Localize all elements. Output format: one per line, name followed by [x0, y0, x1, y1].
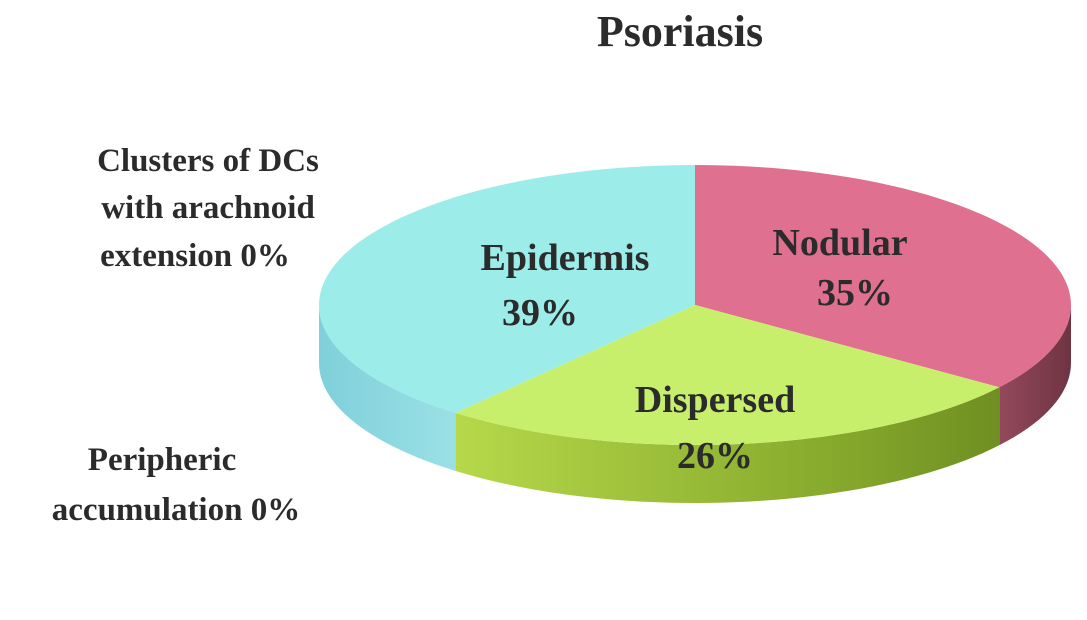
zero-label-peripheric-line1: Peripheric: [88, 442, 236, 478]
zero-label-clusters-line2: with arachnoid: [101, 190, 315, 226]
pie-slice-epidermis: [319, 165, 695, 413]
pie-side-layer: [319, 305, 1071, 503]
pie-side-epidermis: [319, 305, 456, 471]
pie-side-dispersed: [455, 387, 1000, 503]
pie-slice-nodular: [695, 165, 1071, 388]
pie-side-nodular: [999, 305, 1071, 446]
zero-label-clusters-line1: Clusters of DCs: [97, 143, 319, 179]
slice-value-dispersed: 26%: [677, 435, 753, 477]
slice-value-epidermis: 39%: [502, 292, 578, 334]
zero-label-peripheric-line2: accumulation 0%: [52, 492, 300, 528]
chart-title: Psoriasis: [597, 7, 763, 56]
slice-value-nodular: 35%: [817, 272, 893, 314]
pie-slice-dispersed: [455, 305, 1000, 445]
slice-label-nodular: Nodular: [772, 222, 907, 264]
slice-label-dispersed: Dispersed: [635, 379, 795, 421]
zero-label-clusters-line3: extension 0%: [100, 238, 290, 274]
pie-top-layer: [319, 165, 1071, 445]
slice-label-epidermis: Epidermis: [481, 237, 650, 279]
